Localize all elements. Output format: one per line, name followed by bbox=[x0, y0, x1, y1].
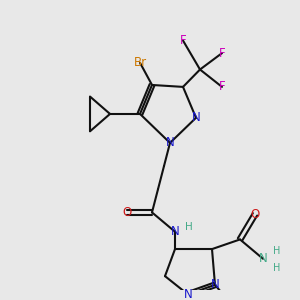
Text: O: O bbox=[250, 208, 260, 221]
Text: Br: Br bbox=[134, 56, 147, 69]
Text: H: H bbox=[273, 263, 281, 273]
Text: F: F bbox=[219, 80, 225, 93]
Text: H: H bbox=[273, 246, 281, 256]
Text: F: F bbox=[219, 46, 225, 60]
Text: O: O bbox=[122, 206, 132, 219]
Text: H: H bbox=[185, 222, 193, 232]
Text: N: N bbox=[211, 278, 219, 291]
Text: N: N bbox=[171, 225, 179, 238]
Text: N: N bbox=[166, 136, 174, 149]
Text: N: N bbox=[192, 111, 200, 124]
Text: F: F bbox=[180, 34, 186, 47]
Text: N: N bbox=[259, 252, 267, 265]
Text: N: N bbox=[184, 288, 192, 300]
